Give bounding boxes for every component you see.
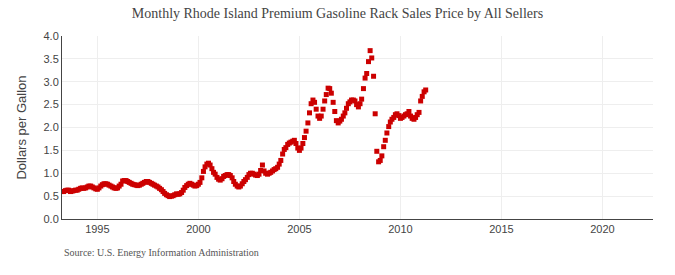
svg-text:2.0: 2.0 — [44, 121, 59, 133]
svg-text:2015: 2015 — [489, 223, 513, 235]
svg-text:4.0: 4.0 — [44, 30, 59, 42]
svg-text:1.5: 1.5 — [44, 144, 59, 156]
svg-text:2000: 2000 — [186, 223, 210, 235]
svg-text:3.0: 3.0 — [44, 76, 59, 88]
svg-text:3.5: 3.5 — [44, 53, 59, 65]
svg-text:Source: U.S. Energy Informatio: Source: U.S. Energy Information Administ… — [64, 247, 259, 258]
svg-text:Monthly Rhode Island Premium G: Monthly Rhode Island Premium Gasoline Ra… — [132, 6, 543, 21]
svg-text:1.0: 1.0 — [44, 167, 59, 179]
svg-text:1995: 1995 — [85, 223, 109, 235]
svg-text:2.5: 2.5 — [44, 98, 59, 110]
svg-text:Dollars per Gallon: Dollars per Gallon — [14, 75, 29, 179]
svg-text:2020: 2020 — [590, 223, 614, 235]
svg-text:2010: 2010 — [388, 223, 412, 235]
svg-text:0.5: 0.5 — [44, 190, 59, 202]
svg-text:2005: 2005 — [287, 223, 311, 235]
svg-text:0.0: 0.0 — [44, 213, 59, 225]
